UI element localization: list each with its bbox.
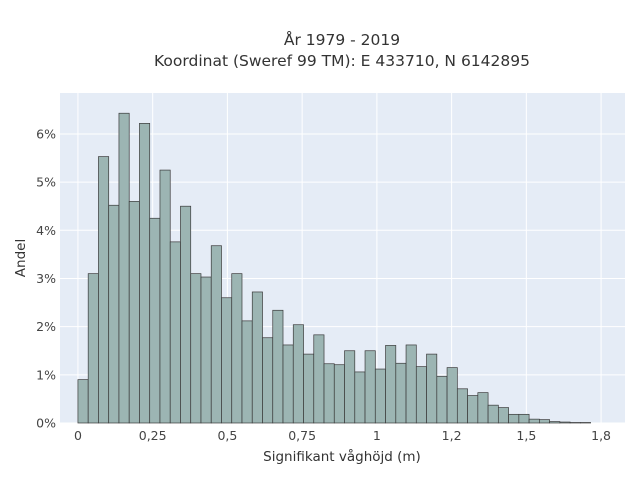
y-axis-ticks: 0% 1% 2% 3% 4% 5% 6% (36, 126, 56, 430)
chart-title-line-1: År 1979 - 2019 (284, 30, 400, 49)
x-tick-label: 0,5 (217, 428, 237, 443)
histogram-bar (364, 350, 376, 424)
y-tick-label: 4% (36, 223, 56, 238)
histogram-bar (559, 421, 571, 424)
x-tick-label: 0 (74, 428, 82, 443)
histogram-bar (251, 291, 263, 424)
histogram-bar (405, 344, 417, 424)
x-axis-label: Signifikant våghöjd (m) (263, 448, 421, 465)
histogram-bar (108, 204, 120, 424)
y-tick-label: 6% (36, 126, 56, 141)
histogram-bar (539, 419, 550, 424)
histogram-bar (518, 413, 530, 424)
histogram-bar (487, 404, 499, 424)
histogram-bar (210, 245, 222, 424)
x-tick-label: 1,2 (442, 428, 462, 443)
histogram-bar (385, 345, 397, 424)
histogram-bar (354, 371, 366, 424)
histogram-bar (77, 379, 89, 424)
histogram-bar (415, 366, 427, 424)
histogram-bar (303, 353, 315, 424)
histogram-bar (436, 375, 448, 424)
histogram-bar (98, 156, 110, 424)
histogram-bar (446, 367, 458, 424)
y-axis-label: Andel (13, 239, 29, 277)
y-tick-label: 2% (36, 319, 56, 334)
histogram-bar (200, 276, 212, 424)
histogram-bar (231, 273, 243, 424)
x-tick-label: 0,75 (288, 428, 316, 443)
histogram-bar (508, 413, 520, 424)
histogram-bar (241, 320, 253, 424)
histogram-bar (549, 421, 561, 424)
histogram-bar (456, 388, 468, 424)
histogram-bar (262, 337, 274, 424)
x-tick-label: 1,8 (591, 428, 611, 443)
y-tick-label: 1% (36, 367, 56, 382)
y-tick-label: 5% (36, 175, 56, 190)
y-tick-label: 3% (36, 271, 56, 286)
histogram-bar (313, 334, 325, 424)
histogram-bar (149, 217, 161, 424)
histogram-bar (128, 201, 140, 424)
histogram-bar (221, 297, 233, 424)
histogram-bar (87, 273, 99, 424)
histogram-bar (282, 344, 294, 424)
histogram-bar (292, 324, 304, 424)
histogram-bar (374, 368, 386, 424)
x-tick-label: 1,5 (516, 428, 536, 443)
histogram-bar (180, 205, 192, 424)
histogram-bar (344, 350, 356, 424)
histogram-bar (497, 407, 509, 424)
chart-title-line-2: Koordinat (Sweref 99 TM): E 433710, N 61… (154, 52, 530, 70)
x-axis-ticks: 0 0,25 0,5 0,75 1 1,2 1,5 1,8 (74, 428, 611, 443)
histogram-bar (272, 309, 284, 424)
histogram-bar (169, 241, 181, 424)
y-tick-label: 0% (36, 416, 56, 431)
x-tick-label: 1 (373, 428, 381, 443)
histogram-bar (426, 353, 438, 424)
histogram-bar (395, 362, 407, 424)
histogram-bar (159, 169, 171, 424)
histogram-bar (118, 112, 130, 424)
histogram-bar (139, 123, 151, 424)
histogram-bar (528, 418, 540, 424)
histogram-bar (467, 395, 479, 424)
histogram-bar (333, 364, 345, 424)
bars (77, 112, 591, 424)
histogram-bar (477, 392, 489, 424)
x-tick-label: 0,25 (139, 428, 167, 443)
histogram-bar (190, 273, 202, 424)
histogram-bar (323, 363, 335, 424)
